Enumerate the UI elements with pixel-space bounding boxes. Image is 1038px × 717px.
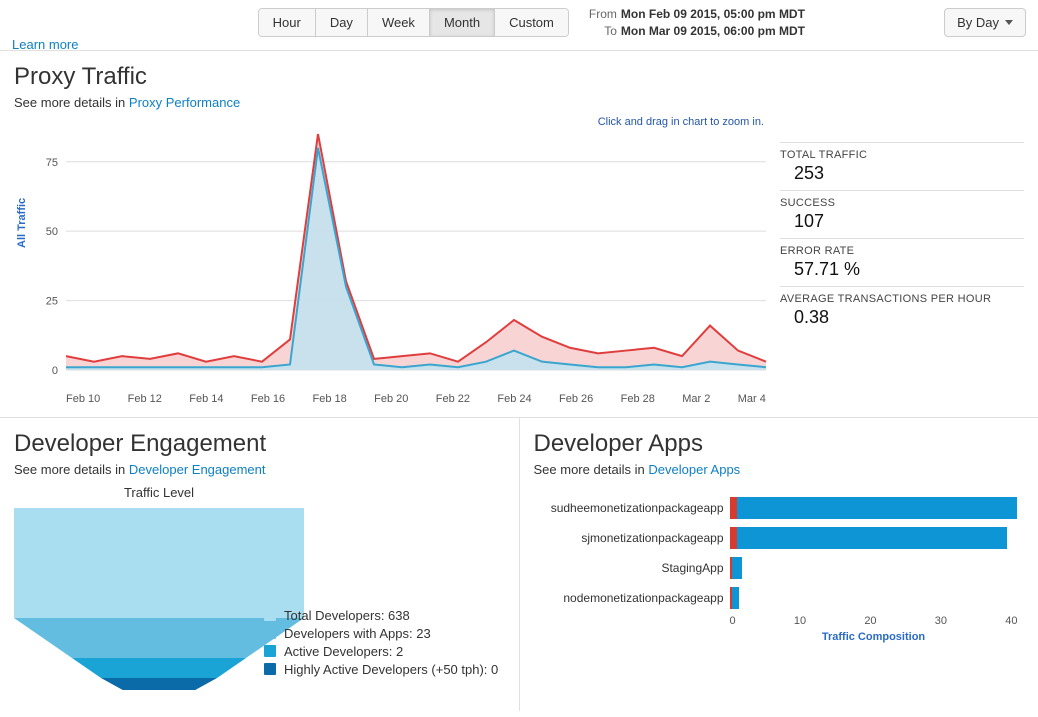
bar-area (730, 527, 1025, 549)
x-tick: Feb 28 (621, 393, 655, 405)
proxy-stats: TOTAL TRAFFIC 253 SUCCESS 107 ERROR RATE 57.7… (780, 128, 1024, 334)
date-range: From Mon Feb 09 2015, 05:00 pm MDT To Mon … (583, 6, 805, 40)
x-tick: Mar 2 (682, 393, 710, 405)
apps-x-tick: 30 (935, 615, 947, 627)
x-tick: Feb 16 (251, 393, 285, 405)
stat-block: ERROR RATE 57.71 % (780, 238, 1024, 286)
chart-x-ticks: Feb 10 Feb 12 Feb 14 Feb 16 Feb 18 Feb 20 Feb … (14, 391, 766, 405)
legend-label: Highly Active Developers (+50 tph): 0 (284, 662, 498, 677)
apps-subtitle: See more details in Developer Apps (534, 462, 1025, 477)
apps-x-tick: 0 (730, 615, 736, 627)
bar-area (730, 497, 1025, 519)
legend-item: Active Developers: 2 (264, 644, 498, 659)
bar-success-segment (737, 497, 1018, 519)
apps-title: Developer Apps (534, 430, 1025, 458)
svg-text:25: 25 (46, 295, 58, 307)
x-tick: Feb 22 (436, 393, 470, 405)
engagement-title: Developer Engagement (14, 430, 505, 458)
granularity-dropdown[interactable]: By Day (944, 8, 1026, 37)
bar-label: sudheemonetizationpackageapp (534, 501, 730, 515)
proxy-traffic-chart[interactable]: 0 25 50 75 (14, 128, 774, 388)
bar-area (730, 587, 1025, 609)
apps-bar-chart[interactable]: sudheemonetizationpackageapp sjmonetizati… (534, 495, 1025, 611)
legend-swatch (264, 627, 276, 639)
bar-error-segment (730, 497, 737, 519)
stat-value: 253 (780, 163, 1024, 184)
apps-link[interactable]: Developer Apps (648, 462, 740, 477)
stat-block: SUCCESS 107 (780, 190, 1024, 238)
bar-label: sjmonetizationpackageapp (534, 531, 730, 545)
svg-text:0: 0 (52, 365, 58, 377)
resolution-day[interactable]: Day (316, 9, 368, 36)
y-axis-label: All Traffic (16, 198, 28, 248)
proxy-traffic-title: Proxy Traffic (14, 63, 1024, 91)
legend-item: Developers with Apps: 23 (264, 626, 498, 641)
svg-text:50: 50 (46, 226, 58, 238)
x-tick: Feb 14 (189, 393, 223, 405)
to-value: Mon Mar 09 2015, 06:00 pm MDT (621, 24, 805, 38)
legend-label: Developers with Apps: 23 (284, 626, 431, 641)
resolution-month[interactable]: Month (430, 9, 495, 36)
bar-row: sjmonetizationpackageapp (534, 525, 1025, 551)
bar-label: StagingApp (534, 561, 730, 575)
to-label: To (583, 23, 617, 40)
legend-label: Total Developers: 638 (284, 608, 410, 623)
stat-label: SUCCESS (780, 197, 1024, 209)
bar-error-segment (730, 527, 737, 549)
stat-label: AVERAGE TRANSACTIONS PER HOUR (780, 293, 1024, 305)
bar-success-segment (737, 527, 1007, 549)
svg-text:75: 75 (46, 156, 58, 168)
chart-zoom-hint: Click and drag in chart to zoom in. (14, 116, 764, 128)
resolution-hour[interactable]: Hour (259, 9, 316, 36)
bar-area (730, 557, 1025, 579)
funnel-title: Traffic Level (14, 485, 304, 500)
proxy-subtitle: See more details in Proxy Performance (14, 95, 1024, 110)
funnel-chart[interactable] (14, 500, 304, 700)
bar-row: nodemonetizationpackageapp (534, 585, 1025, 611)
resolution-custom[interactable]: Custom (495, 9, 568, 36)
x-tick: Feb 10 (66, 393, 100, 405)
stat-label: TOTAL TRAFFIC (780, 149, 1024, 161)
x-tick: Feb 12 (128, 393, 162, 405)
x-tick: Mar 4 (738, 393, 766, 405)
stat-value: 57.71 % (780, 259, 1024, 280)
stat-value: 0.38 (780, 307, 1024, 328)
apps-x-ticks: 0 10 20 30 40 (730, 615, 1018, 627)
stat-value: 107 (780, 211, 1024, 232)
resolution-week[interactable]: Week (368, 9, 430, 36)
legend-label: Active Developers: 2 (284, 644, 403, 659)
legend-swatch (264, 645, 276, 657)
legend-swatch (264, 663, 276, 675)
engagement-link[interactable]: Developer Engagement (129, 462, 266, 477)
x-tick: Feb 20 (374, 393, 408, 405)
granularity-label: By Day (957, 15, 999, 30)
stat-label: ERROR RATE (780, 245, 1024, 257)
legend-item: Total Developers: 638 (264, 608, 498, 623)
from-value: Mon Feb 09 2015, 05:00 pm MDT (621, 7, 805, 21)
proxy-performance-link[interactable]: Proxy Performance (129, 95, 240, 110)
legend-swatch (264, 609, 276, 621)
learn-more-link[interactable]: Learn more (12, 37, 78, 52)
apps-x-axis-label: Traffic Composition (730, 631, 1018, 643)
bar-row: sudheemonetizationpackageapp (534, 495, 1025, 521)
apps-x-tick: 40 (1005, 615, 1017, 627)
chevron-down-icon (1005, 20, 1013, 25)
engagement-subtitle: See more details in Developer Engagement (14, 462, 505, 477)
bar-success-segment (732, 557, 743, 579)
stat-block: TOTAL TRAFFIC 253 (780, 142, 1024, 190)
bar-label: nodemonetizationpackageapp (534, 591, 730, 605)
resolution-segmented: HourDayWeekMonthCustom (258, 8, 569, 37)
legend-item: Highly Active Developers (+50 tph): 0 (264, 662, 498, 677)
from-label: From (583, 6, 617, 23)
x-tick: Feb 26 (559, 393, 593, 405)
bar-row: StagingApp (534, 555, 1025, 581)
apps-x-tick: 10 (794, 615, 806, 627)
x-tick: Feb 24 (497, 393, 531, 405)
apps-x-tick: 20 (864, 615, 876, 627)
x-tick: Feb 18 (313, 393, 347, 405)
stat-block: AVERAGE TRANSACTIONS PER HOUR 0.38 (780, 286, 1024, 334)
funnel-legend: Total Developers: 638 Developers with App… (264, 605, 498, 680)
bar-success-segment (732, 587, 739, 609)
